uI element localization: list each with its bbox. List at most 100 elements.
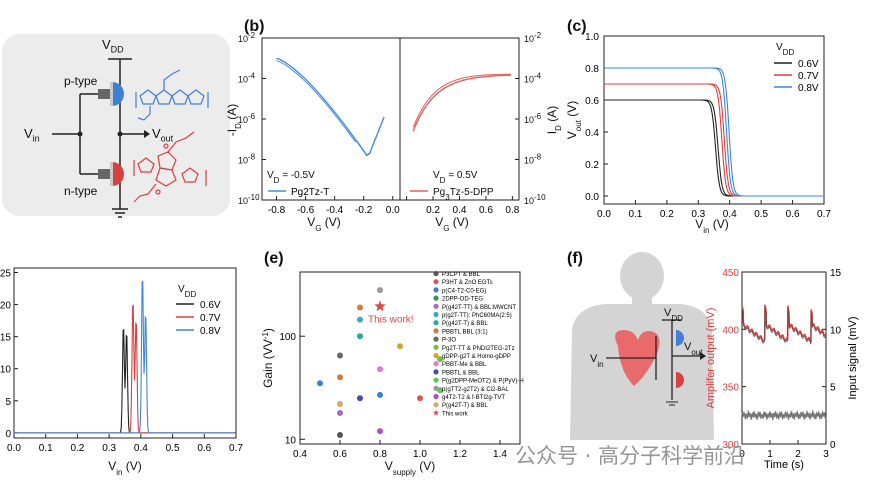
c-vtc-curve [604,67,823,197]
b-left-vd: VD = -0.5V [267,170,315,185]
e-xtick-label: 1.4 [493,449,507,460]
f-output-signal [741,304,827,343]
e-data-point [437,356,443,363]
f-vdd-label: VDD [664,307,683,323]
e-data-point [357,395,363,402]
e-data-point [337,409,343,416]
e-legend-label: PBBTL & BBL [442,370,480,376]
e-data-point [417,395,423,402]
b-xtick-label-right: 0.6 [479,205,493,216]
f-xtick-label: 3 [823,449,829,460]
c-ytick-label: 0.2 [585,160,599,171]
d-gain-curve [14,280,236,434]
c-xtick-label: 0.3 [691,209,705,220]
e-legend-label: P(g42T-TT) & BBL:MWCNT [442,305,516,311]
e-legend-label: P3CPT & BBL [442,272,481,278]
d-ytick-label: 25 [0,268,11,279]
e-legend-star [432,409,440,416]
f-output-signal-dark [741,306,827,345]
e-legend-label: P(g42T-T) & BBL [442,321,488,327]
e-data-point [377,287,383,294]
e-data-point [377,366,383,373]
b-ylabel-left: -ID (A) [225,104,243,136]
e-legend-marker [433,303,439,309]
b-n-curve-2 [412,73,512,128]
e-legend-marker [433,361,439,367]
d-legend-label: 0.7V [200,313,221,324]
watermark: 公众号 · 高分子科学前沿 [515,444,746,468]
b-ytick-label-right: 10-8 [524,152,542,166]
d-xtick-label: 0.5 [166,443,180,454]
e-annotation: This work! [368,314,414,325]
f-ytick-label-right: 0 [830,440,836,451]
e-legend-marker [433,402,439,408]
c-legend-label: 0.7V [798,71,819,82]
b-p-curve-2 [276,60,385,156]
f-input-signal [741,409,827,421]
e-xtick-label: 1.0 [413,449,427,460]
b-ytick-label-left: 10-6 [238,112,256,126]
e-legend-label: P-3O [442,338,456,344]
d-frame [13,267,237,439]
b-ytick-label-left: 10-2 [238,31,256,45]
d-xtick-label: 0.0 [7,443,21,454]
e-xtick-label: 0.6 [333,449,347,460]
e-legend-label: 2DPP-OD-TEG [442,297,483,303]
e-legend-label: p(g2T-TT): PhC60MA(2:5) [442,313,512,319]
f-frame [741,271,827,445]
e-data-point [357,316,363,323]
b-xtick-label-right: 0.4 [453,205,467,216]
e-legend-marker [433,377,439,383]
e-data-point [377,391,383,398]
panel-e-label: (e) [264,250,284,267]
panel-c-label: (c) [567,18,587,35]
f-ytick-label-left: 450 [722,268,739,279]
d-xtick-label: 0.4 [134,443,148,454]
d-xlabel: Vin (V) [108,459,142,477]
e-data-point [377,428,383,435]
b-ytick-label-left: 10-10 [238,193,260,207]
c-xtick-label: 0.7 [817,209,831,220]
f-out-arrow [700,352,706,360]
b-xtick-label-left: 0.0 [386,205,400,216]
e-xtick-label: 1.2 [453,449,467,460]
e-data-point [337,374,343,381]
n-type-label: n-type [64,184,98,198]
d-ytick-label: 5 [5,397,11,408]
f-ptype [676,330,684,346]
e-data-point [357,304,363,311]
b-ytick-label-left: 10-8 [238,152,256,166]
b-n-curve [412,74,512,132]
b-right-vd: VD = 0.5V [433,170,478,185]
c-xtick-label: 0.5 [754,209,768,220]
e-ytick-label: 100 [279,332,296,343]
e-xtick-label: 0.4 [293,449,307,460]
d-xtick-label: 0.6 [197,443,211,454]
c-legend-label: 0.8V [798,83,819,94]
b-left-legend: Pg2Tz-T [291,187,329,198]
f-vin-label: Vin [590,353,604,369]
e-legend-marker [433,369,439,375]
c-xtick-label: 0.2 [660,209,674,220]
e-this-work-star [374,300,386,312]
f-xtick-label: 0 [739,449,745,460]
d-legend-label: 0.8V [200,326,221,337]
e-legend-label: Pg2T-TT & PNDI2TEG-2Tz [442,346,515,352]
d-xtick-label: 0.7 [229,443,243,454]
d-xtick-label: 0.2 [70,443,84,454]
e-data-point [357,333,363,340]
e-legend-label: PBBT-Me & BBL [442,362,487,368]
e-legend-label: P3HT & ZnO EGTs [442,280,493,286]
b-ytick-label-left: 10-4 [238,71,256,85]
vdd-label: VDD [102,37,124,55]
e-legend-marker [433,385,439,391]
e-legend-marker [433,270,439,277]
b-ytick-label-right: 10-6 [524,112,542,126]
f-xlabel: Time (s) [764,459,804,471]
e-legend-label: PBBTL BBL (3:1) [442,329,488,335]
